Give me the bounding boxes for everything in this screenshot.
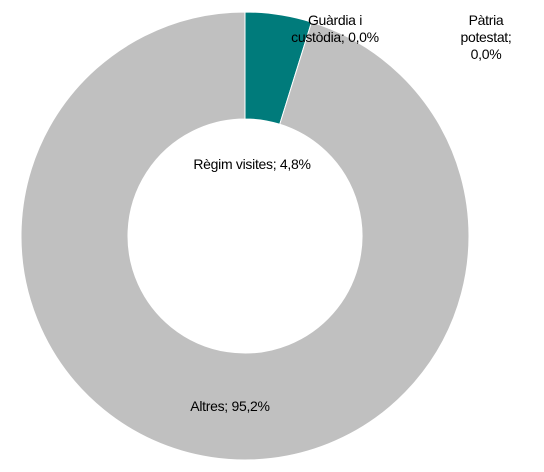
slice [20,11,470,461]
category: Altres [190,398,225,414]
category: Guàrdia i custòdia [291,12,363,45]
slice-label: Altres; 95,2% [190,398,270,415]
separator: ; [507,29,512,45]
value-label: 4,8% [279,156,311,172]
slice-label: Guàrdia i custòdia; 0,0% [290,12,380,46]
category: Pàtria potestat [460,12,508,45]
slice-label: Règim visites; 4,8% [193,156,311,173]
value-label: 0,0% [348,29,379,45]
category: Règim visites [193,156,273,172]
slice-label: Pàtria potestat; 0,0% [457,12,515,63]
value-label: 0,0% [470,46,502,62]
separator: ; [272,156,277,172]
separator: ; [340,29,345,45]
value-label: 95,2% [231,398,270,414]
separator: ; [224,398,228,414]
